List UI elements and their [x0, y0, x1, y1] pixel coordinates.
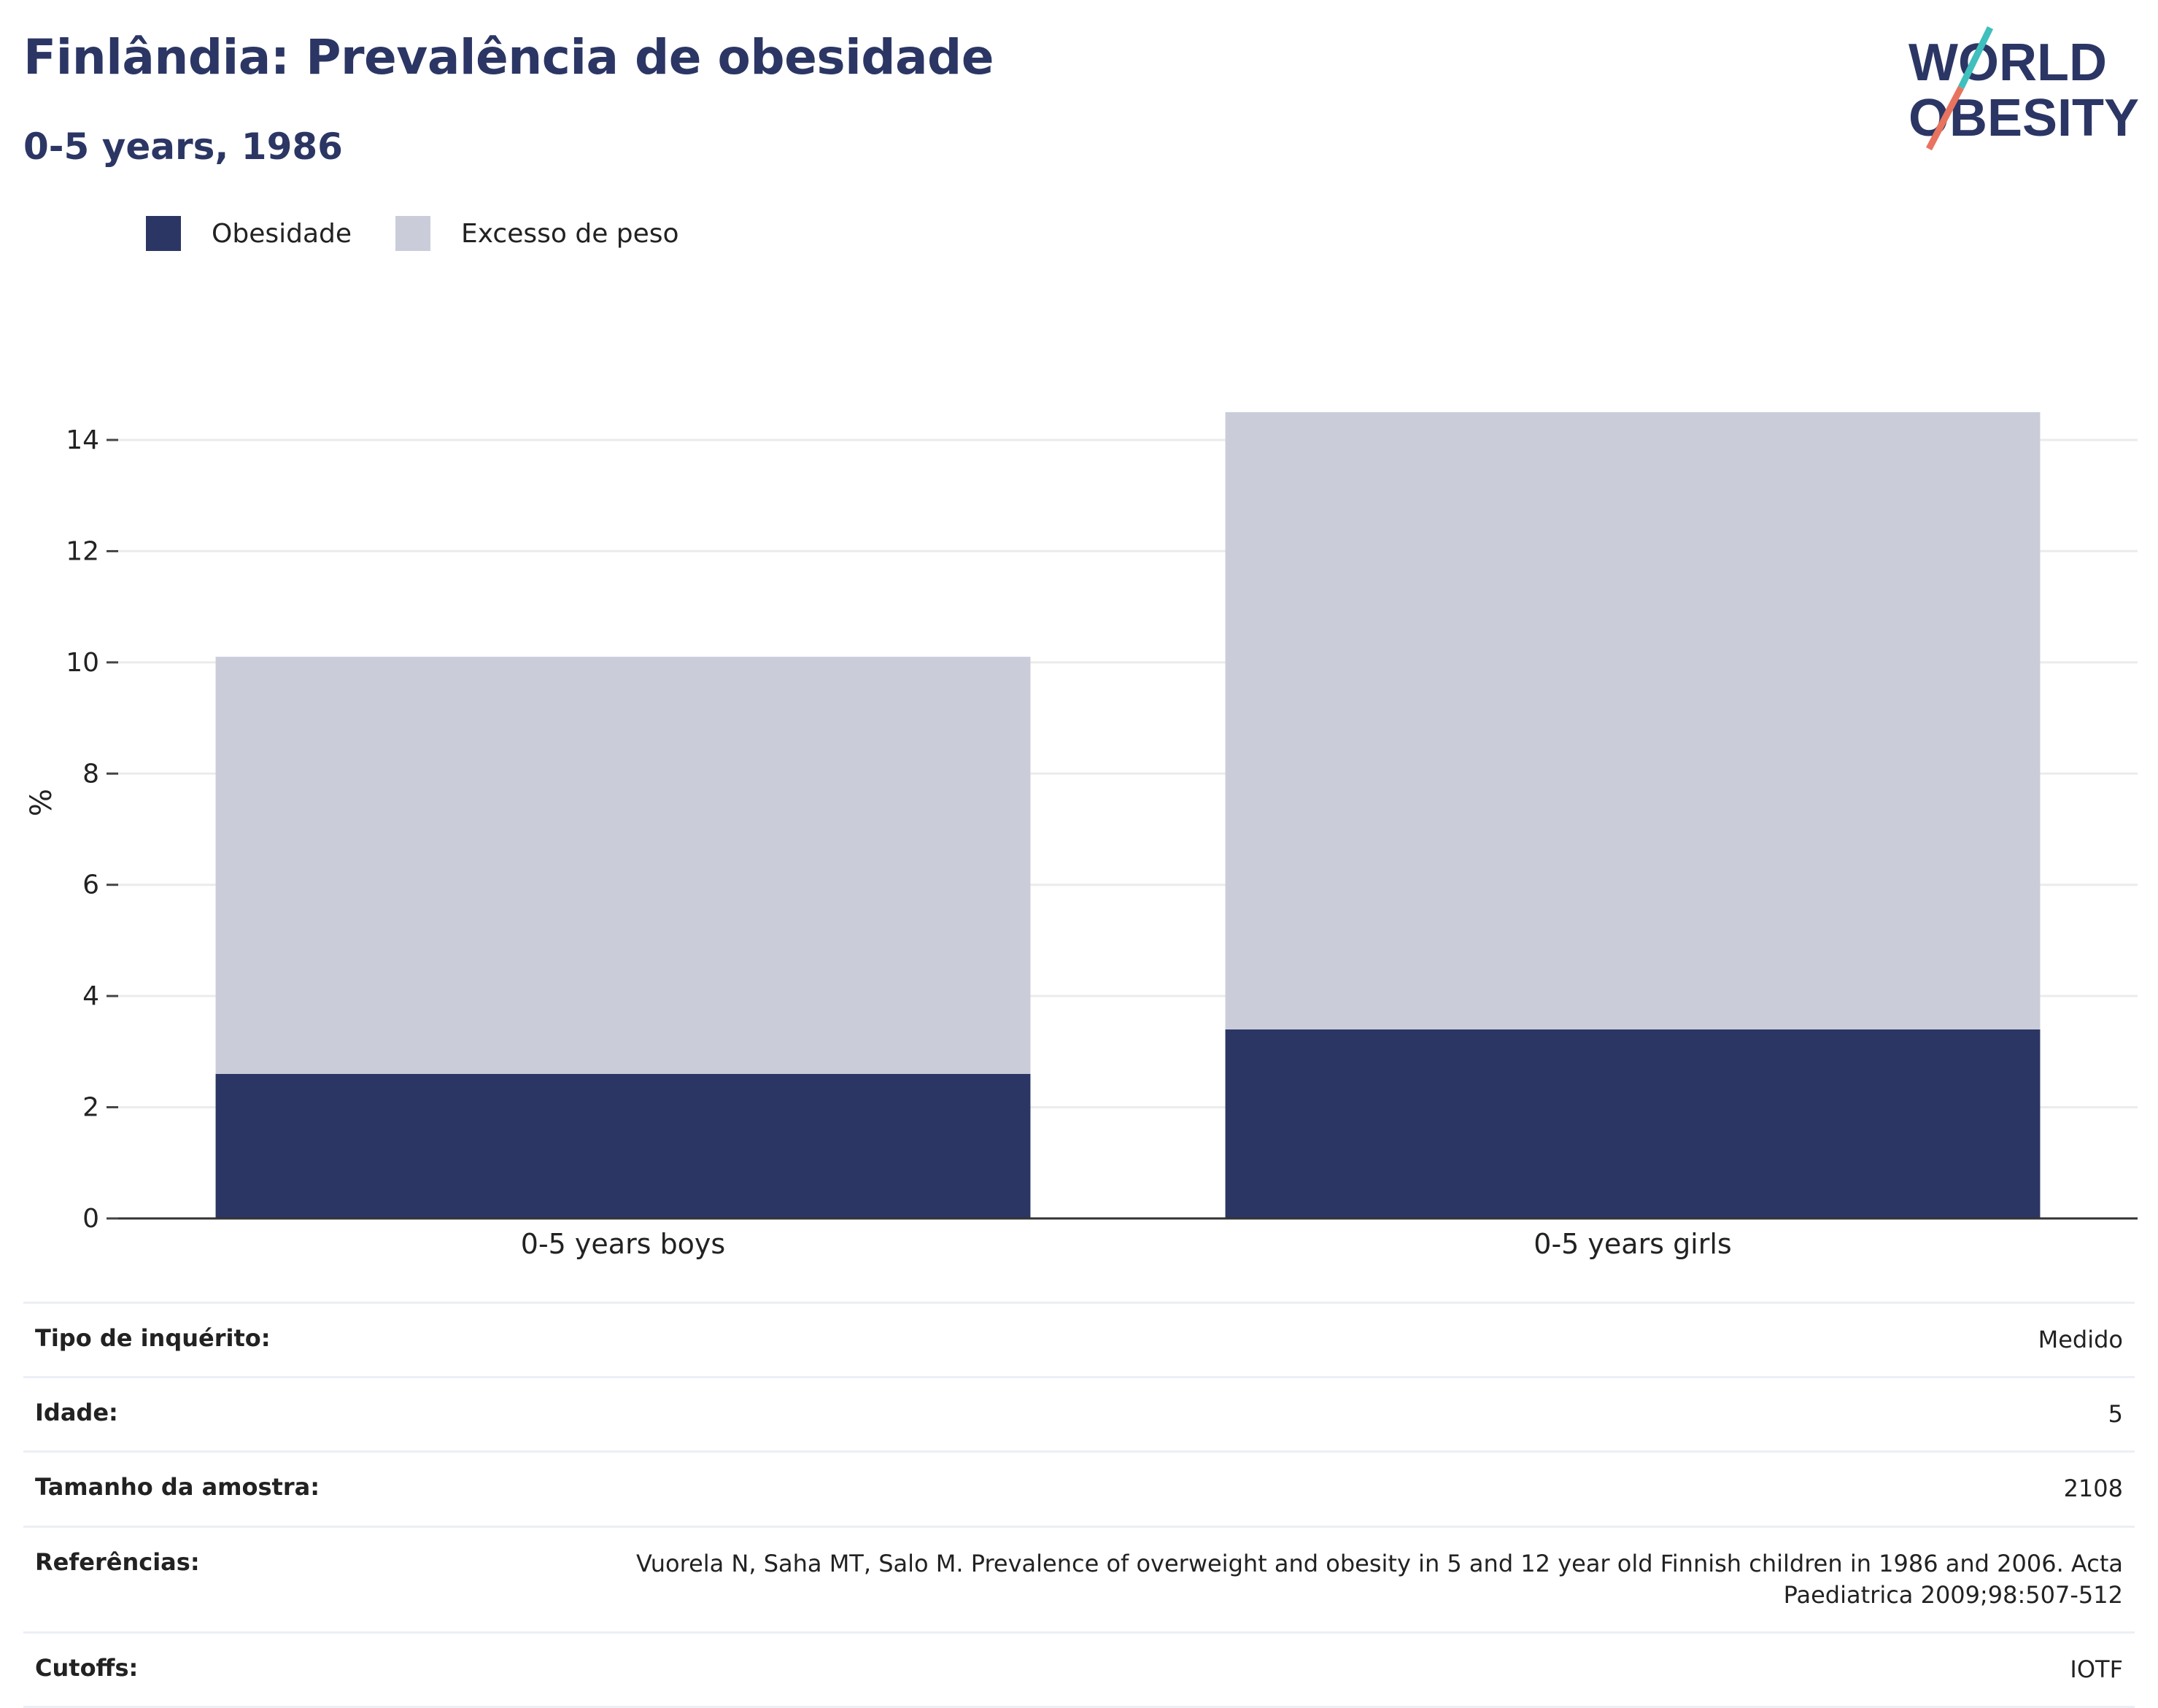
bar-obesity-girls: [1225, 1029, 2041, 1218]
info-row-age: Idade: 5: [23, 1376, 2135, 1450]
info-key: Tipo de inquérito:: [35, 1324, 271, 1352]
page-title: Finlândia: Prevalência de obesidade: [23, 29, 994, 85]
y-tick-label: 6: [82, 870, 99, 900]
legend-swatch-overweight: [395, 216, 431, 251]
y-tick-label: 12: [66, 536, 99, 566]
bar-overweight-girls: [1225, 411, 2041, 1029]
legend-item-overweight[interactable]: Excesso de peso: [395, 216, 679, 251]
y-axis-label: %: [25, 789, 58, 816]
y-tick-label: 8: [82, 759, 99, 789]
y-tick-label: 14: [66, 425, 99, 455]
info-row-cutoffs: Cutoffs: IOTF: [23, 1631, 2135, 1708]
chart-legend: Obesidade Excesso de peso: [146, 216, 723, 251]
info-value: 5: [2108, 1400, 2123, 1429]
y-tick-label: 0: [82, 1204, 99, 1234]
info-key: Cutoffs:: [35, 1653, 139, 1682]
info-key: Idade:: [35, 1399, 118, 1427]
info-value: Medido: [2038, 1326, 2123, 1353]
logo-line1: WORLD: [1908, 34, 2107, 92]
info-key: Tamanho da amostra:: [35, 1473, 320, 1502]
y-tick-label: 2: [82, 1093, 99, 1123]
legend-swatch-obesity: [146, 216, 181, 251]
page-subtitle: 0-5 years, 1986: [23, 125, 343, 168]
info-row-references: Referências: Vuorela N, Saha MT, Salo M.…: [23, 1525, 2135, 1631]
world-obesity-logo: WORLD OBESITY: [1908, 26, 2139, 151]
x-tick-label: 0-5 years girls: [1534, 1228, 1731, 1260]
legend-item-obesity[interactable]: Obesidade: [146, 216, 352, 251]
logo-teal-slash: [1957, 26, 1994, 89]
info-value: IOTF: [2070, 1655, 2123, 1683]
y-tick-label: 10: [66, 648, 99, 678]
y-tick-label: 4: [82, 981, 99, 1011]
logo-coral-slash: [1926, 85, 1964, 151]
bar-obesity-boys: [215, 1073, 1031, 1218]
info-value: Vuorela N, Saha MT, Salo M. Prevalence o…: [636, 1549, 2123, 1609]
legend-label-obesity: Obesidade: [212, 218, 352, 249]
legend-label-overweight: Excesso de peso: [461, 218, 679, 249]
bar-overweight-boys: [215, 657, 1031, 1074]
info-row-sample-size: Tamanho da amostra: 2108: [23, 1450, 2135, 1525]
info-value: 2108: [2063, 1475, 2123, 1503]
info-table: Tipo de inquérito: Medido Idade: 5 Taman…: [23, 1302, 2135, 1708]
info-row-survey-type: Tipo de inquérito: Medido: [23, 1302, 2135, 1376]
bar-chart: 0 2 4 6 8 10 12 14% 0-5 years boys 0-5 years girl…: [25, 411, 2138, 1260]
info-key: Referências:: [35, 1547, 200, 1576]
x-tick-label: 0-5 years boys: [521, 1228, 725, 1260]
